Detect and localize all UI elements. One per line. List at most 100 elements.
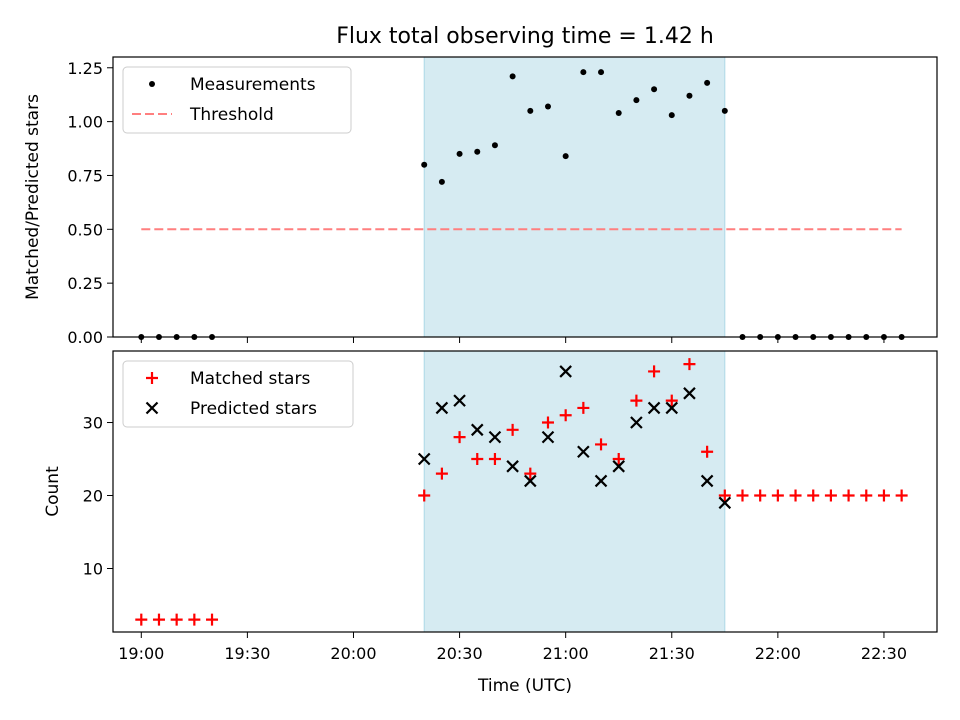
data-point-shape: [665, 394, 678, 407]
data-point-shape: [633, 97, 640, 104]
data-point: [471, 453, 484, 466]
data-point: [595, 438, 608, 451]
y-tick-label: 0.00: [67, 328, 103, 347]
data-point-shape: [704, 79, 711, 86]
data-point-shape: [686, 92, 693, 99]
y-tick-label: 20: [83, 487, 103, 506]
data-point: [206, 613, 219, 626]
y-tick-label: 1.25: [67, 59, 103, 78]
data-point: [577, 445, 590, 458]
data-point-shape: [562, 153, 569, 160]
data-point-shape: [456, 150, 463, 157]
data-point-shape: [668, 112, 675, 119]
data-point: [701, 445, 714, 458]
panel-1: 0.00 0.25 0.50 0.75 1.00 1.25 Matched/Predicte…: [23, 56, 938, 347]
data-point: [754, 489, 767, 502]
data-point-shape: [453, 431, 466, 444]
data-point-shape: [665, 401, 679, 415]
legend: Measurements Threshold: [122, 66, 352, 134]
series-predicted-stars: [417, 365, 732, 510]
data-point-shape: [860, 489, 873, 502]
data-point: [524, 467, 537, 480]
legend-box: [122, 360, 354, 428]
y-axis-label: Count: [43, 466, 63, 517]
data-point: [633, 97, 640, 104]
data-point: [524, 474, 537, 488]
data-point-shape: [647, 401, 661, 415]
data-point-shape: [524, 467, 537, 480]
series-matched-stars: [135, 358, 908, 626]
data-point: [488, 453, 501, 466]
data-point-shape: [718, 496, 732, 510]
data-point: [789, 489, 802, 502]
legend-label: Matched stars: [190, 369, 310, 389]
data-point: [718, 496, 732, 510]
data-point: [807, 489, 820, 502]
data-point: [877, 489, 890, 502]
data-point-shape: [135, 613, 148, 626]
legend: Matched stars Predicted stars: [122, 360, 354, 428]
data-point: [474, 148, 481, 155]
data-point: [509, 73, 516, 80]
x-tick-label: 19:30: [224, 644, 270, 663]
data-point-shape: [612, 460, 625, 473]
data-point-shape: [541, 416, 554, 429]
data-point: [683, 387, 696, 400]
data-point-shape: [824, 489, 837, 502]
data-point-shape: [470, 423, 484, 437]
data-point: [651, 86, 658, 93]
legend-swatch-shape: [146, 372, 158, 384]
data-point: [562, 153, 569, 160]
data-point: [648, 365, 661, 378]
data-point: [824, 489, 837, 502]
data-point-shape: [718, 489, 731, 502]
data-point: [860, 489, 873, 502]
data-point-shape: [435, 467, 448, 480]
data-point: [527, 107, 534, 114]
data-point-shape: [701, 445, 714, 458]
y-tick-label: 0.25: [67, 274, 103, 293]
data-point: [630, 416, 643, 429]
data-point-shape: [170, 613, 183, 626]
data-point: [559, 409, 572, 422]
data-point-shape: [152, 613, 165, 626]
data-point-shape: [580, 69, 587, 76]
data-point: [577, 401, 590, 414]
data-point: [665, 394, 678, 407]
data-point-shape: [595, 438, 608, 451]
data-point: [541, 430, 555, 444]
data-point: [842, 489, 855, 502]
data-point: [598, 69, 605, 76]
data-point-shape: [789, 489, 802, 502]
data-point-shape: [842, 489, 855, 502]
data-point-shape: [541, 430, 555, 444]
data-point-shape: [559, 409, 572, 422]
data-point-shape: [435, 401, 449, 415]
data-point: [152, 613, 165, 626]
data-point-shape: [736, 489, 749, 502]
x-tick-label: 20:30: [437, 644, 483, 663]
y-tick-label: 0.75: [67, 166, 103, 185]
y-tick-label: 1.00: [67, 113, 103, 132]
data-point: [470, 423, 484, 437]
y-tick-label: 0.50: [67, 220, 103, 239]
data-point: [453, 431, 466, 444]
data-point: [704, 79, 711, 86]
data-point: [771, 489, 784, 502]
data-point: [718, 489, 731, 502]
legend-swatch: [146, 372, 158, 384]
data-point-shape: [771, 489, 784, 502]
data-point: [700, 474, 714, 488]
x-tick-label: 21:00: [543, 644, 589, 663]
data-point-shape: [598, 69, 605, 76]
data-point-shape: [506, 460, 519, 473]
data-point-shape: [206, 613, 219, 626]
data-point-shape: [506, 423, 519, 436]
data-point: [456, 150, 463, 157]
x-tick-label: 22:00: [755, 644, 801, 663]
data-point-shape: [577, 401, 590, 414]
data-point-shape: [453, 394, 466, 407]
y-axis-label: Matched/Predicted stars: [23, 94, 43, 300]
legend-swatch-shape: [145, 401, 159, 415]
